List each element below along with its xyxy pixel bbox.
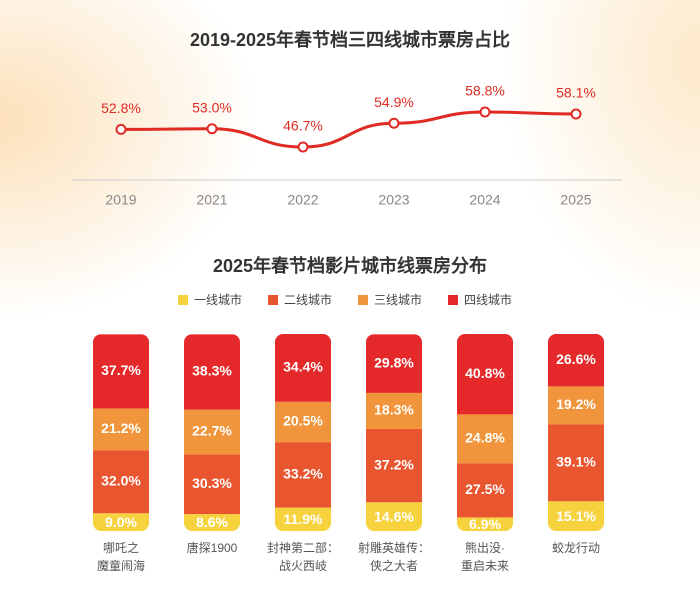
x-tick-label: 熊出没· 重启未来 (460, 541, 509, 573)
legend-label: 四线城市 (464, 292, 512, 307)
value-label: 46.7% (283, 118, 323, 134)
bar-segment (275, 442, 331, 508)
x-tick-label: 2025 (560, 192, 591, 208)
bar-segment (457, 414, 513, 464)
legend-swatch (358, 295, 368, 305)
line (120, 110, 577, 149)
value-label: 37.7% (101, 362, 141, 378)
bar-segment (93, 513, 149, 531)
value-label: 40.8% (465, 365, 505, 381)
point (388, 117, 400, 129)
value-label: 18.3% (374, 402, 414, 418)
bar-segment (184, 334, 240, 410)
bar-segment (548, 424, 604, 502)
value-label: 37.2% (374, 456, 414, 472)
bar-segment (366, 502, 422, 531)
bar-group (366, 334, 422, 531)
bar-segment (184, 514, 240, 531)
x-tick-label: 2021 (196, 192, 227, 208)
point (297, 141, 309, 153)
bar-segment (457, 463, 513, 518)
bar-group (548, 334, 604, 531)
value-label: 6.9% (469, 516, 501, 532)
value-label: 30.3% (192, 475, 232, 491)
point (479, 106, 491, 118)
x-tick-label: 2022 (287, 192, 318, 208)
legend-label: 二线城市 (284, 292, 332, 307)
bar-group (184, 334, 240, 531)
value-label: 26.6% (556, 351, 596, 367)
bar-segment (184, 454, 240, 515)
value-label: 39.1% (556, 453, 596, 469)
bar-segment (275, 401, 331, 443)
bar-group (275, 334, 331, 531)
point (570, 108, 582, 120)
value-label: 32.0% (101, 472, 141, 488)
bar-segment (93, 408, 149, 451)
x-tick-label: 哪吒之 魔童闹海 (96, 541, 145, 573)
x-tick-label: 2019 (105, 192, 136, 208)
bar-group (457, 334, 513, 531)
bar-segment (548, 386, 604, 425)
value-label: 21.2% (101, 420, 141, 436)
value-label: 24.8% (465, 430, 505, 446)
bar-segment (366, 392, 422, 429)
bar-segment (366, 428, 422, 503)
bar-segment (184, 409, 240, 455)
legend-swatch (268, 295, 278, 305)
value-label: 19.2% (556, 396, 596, 412)
x-tick-label: 唐探1900 (186, 541, 238, 555)
x-tick-label: 2024 (469, 192, 500, 208)
value-label: 20.5% (283, 413, 323, 429)
chart-title: 2019-2025年春节档三四线城市票房占比 (190, 29, 510, 50)
value-label: 54.9% (374, 94, 414, 110)
bar-segment (93, 450, 149, 514)
value-label: 58.8% (465, 83, 505, 99)
value-label: 8.6% (196, 514, 228, 530)
bar-segment (275, 507, 331, 531)
value-label: 15.1% (556, 508, 596, 524)
point (115, 123, 127, 135)
chart-title: 2025年春节档影片城市线票房分布 (213, 255, 487, 276)
value-label: 52.8% (101, 100, 141, 116)
value-label: 14.6% (374, 508, 414, 524)
value-label: 33.2% (283, 466, 323, 482)
value-label: 58.1% (556, 85, 596, 101)
legend-swatch (448, 295, 458, 305)
bar-group (93, 334, 149, 531)
x-tick-label: 封神第二部： 战火西岐 (266, 541, 339, 573)
value-label: 22.7% (192, 423, 232, 439)
value-label: 29.8% (374, 354, 414, 370)
value-label: 27.5% (465, 481, 505, 497)
bar-segment (275, 334, 331, 402)
legend-label: 一线城市 (194, 292, 242, 307)
legend-label: 三线城市 (374, 292, 422, 307)
bar-segment (457, 517, 513, 531)
value-label: 9.0% (105, 514, 137, 530)
point (206, 123, 218, 135)
bar-segment (93, 334, 149, 409)
bar-segment (457, 334, 513, 415)
bar-segment (548, 334, 604, 387)
value-label: 53.0% (192, 99, 232, 115)
x-tick-label: 射雕英雄传： 侠之大者 (357, 541, 430, 573)
bar-segment (366, 334, 422, 393)
x-tick-label: 2023 (378, 192, 409, 208)
legend-swatch (178, 295, 188, 305)
value-label: 38.3% (192, 363, 232, 379)
bar-segment (548, 501, 604, 531)
value-label: 34.4% (283, 359, 323, 375)
value-label: 11.9% (284, 511, 323, 527)
x-tick-label: 蛟龙行动 (551, 541, 600, 555)
